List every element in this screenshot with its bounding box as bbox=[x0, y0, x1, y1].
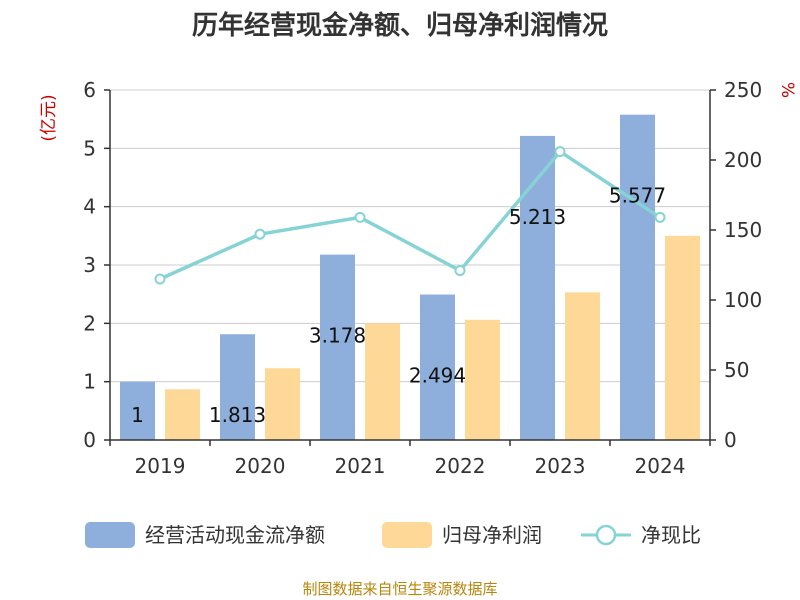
legend: 经营活动现金流净额 归母净利润 净现比 bbox=[85, 522, 701, 548]
left-axis-tick-label: 3 bbox=[83, 253, 96, 277]
bar-profit bbox=[165, 389, 200, 440]
ratio-line bbox=[154, 146, 666, 285]
bar-profit bbox=[365, 323, 400, 440]
ratio-line-path bbox=[159, 149, 661, 281]
data-label-cashflow: 5.213 bbox=[509, 205, 566, 229]
x-axis-tick-label: 2021 bbox=[335, 454, 386, 478]
bar-profit bbox=[465, 319, 500, 440]
bar-cashflow bbox=[120, 381, 155, 440]
x-axis-tick-label: 2024 bbox=[635, 454, 686, 478]
bar-cashflow bbox=[320, 254, 355, 440]
right-axis-tick-label: 200 bbox=[724, 148, 762, 172]
ratio-point bbox=[254, 228, 266, 240]
bar-profit bbox=[265, 368, 300, 440]
x-axis-tick-label: 2022 bbox=[435, 454, 486, 478]
left-axis-tick-label: 4 bbox=[83, 195, 96, 219]
ratio-point bbox=[654, 211, 666, 223]
legend-label-ratio: 净现比 bbox=[641, 523, 701, 547]
right-axis-unit: % bbox=[777, 82, 797, 98]
legend-label-cashflow: 经营活动现金流净额 bbox=[145, 523, 325, 547]
legend-swatch-profit bbox=[382, 522, 432, 548]
left-axis-tick-label: 1 bbox=[83, 370, 96, 394]
x-axis-tick-label: 2023 bbox=[535, 454, 586, 478]
chart-title: 历年经营现金净额、归母净利润情况 bbox=[192, 10, 608, 41]
left-axis-tick-label: 6 bbox=[83, 78, 96, 102]
bars bbox=[120, 114, 700, 441]
x-axis-tick-label: 2019 bbox=[135, 454, 186, 478]
left-axis-tick-label: 5 bbox=[83, 136, 96, 160]
ratio-point bbox=[454, 265, 466, 277]
data-label-cashflow: 3.178 bbox=[309, 324, 366, 348]
data-labels: 1 1.813 3.178 2.494 5.213 5.577 bbox=[131, 184, 666, 427]
data-label-cashflow: 1 bbox=[131, 403, 144, 427]
bar-cashflow bbox=[520, 135, 555, 441]
ratio-point bbox=[154, 273, 166, 285]
source-note: 制图数据来自恒生聚源数据库 bbox=[302, 580, 497, 598]
right-axis-tick-label: 150 bbox=[724, 218, 762, 242]
left-axis-unit: (亿元) bbox=[39, 94, 59, 141]
data-label-cashflow: 1.813 bbox=[209, 403, 266, 427]
legend-swatch-cashflow bbox=[85, 522, 135, 548]
right-axis-tick-label: 0 bbox=[724, 428, 737, 452]
legend-swatch-ratio-marker bbox=[595, 524, 617, 546]
left-axis-tick-label: 0 bbox=[83, 428, 96, 452]
bar-profit bbox=[565, 292, 600, 440]
left-axis-tick-label: 2 bbox=[83, 311, 96, 335]
right-axis-tick-label: 250 bbox=[724, 78, 762, 102]
right-axis-tick-label: 100 bbox=[724, 288, 762, 312]
right-axis-tick-label: 50 bbox=[724, 358, 749, 382]
data-label-cashflow: 5.577 bbox=[609, 184, 666, 208]
data-label-cashflow: 2.494 bbox=[409, 364, 466, 388]
ratio-point bbox=[554, 146, 566, 158]
bar-cashflow bbox=[420, 294, 455, 440]
bar-cashflow bbox=[220, 334, 255, 440]
ratio-point bbox=[354, 211, 366, 223]
bar-cashflow bbox=[620, 114, 655, 441]
x-axis-tick-label: 2020 bbox=[235, 454, 286, 478]
grid bbox=[110, 89, 710, 383]
axes: 0 1 2 3 4 5 6 0 50 100 150 200 250 2019 2020 2021 2022 20… bbox=[83, 78, 762, 478]
bar-profit bbox=[665, 235, 700, 440]
legend-label-profit: 归母净利润 bbox=[442, 523, 542, 547]
